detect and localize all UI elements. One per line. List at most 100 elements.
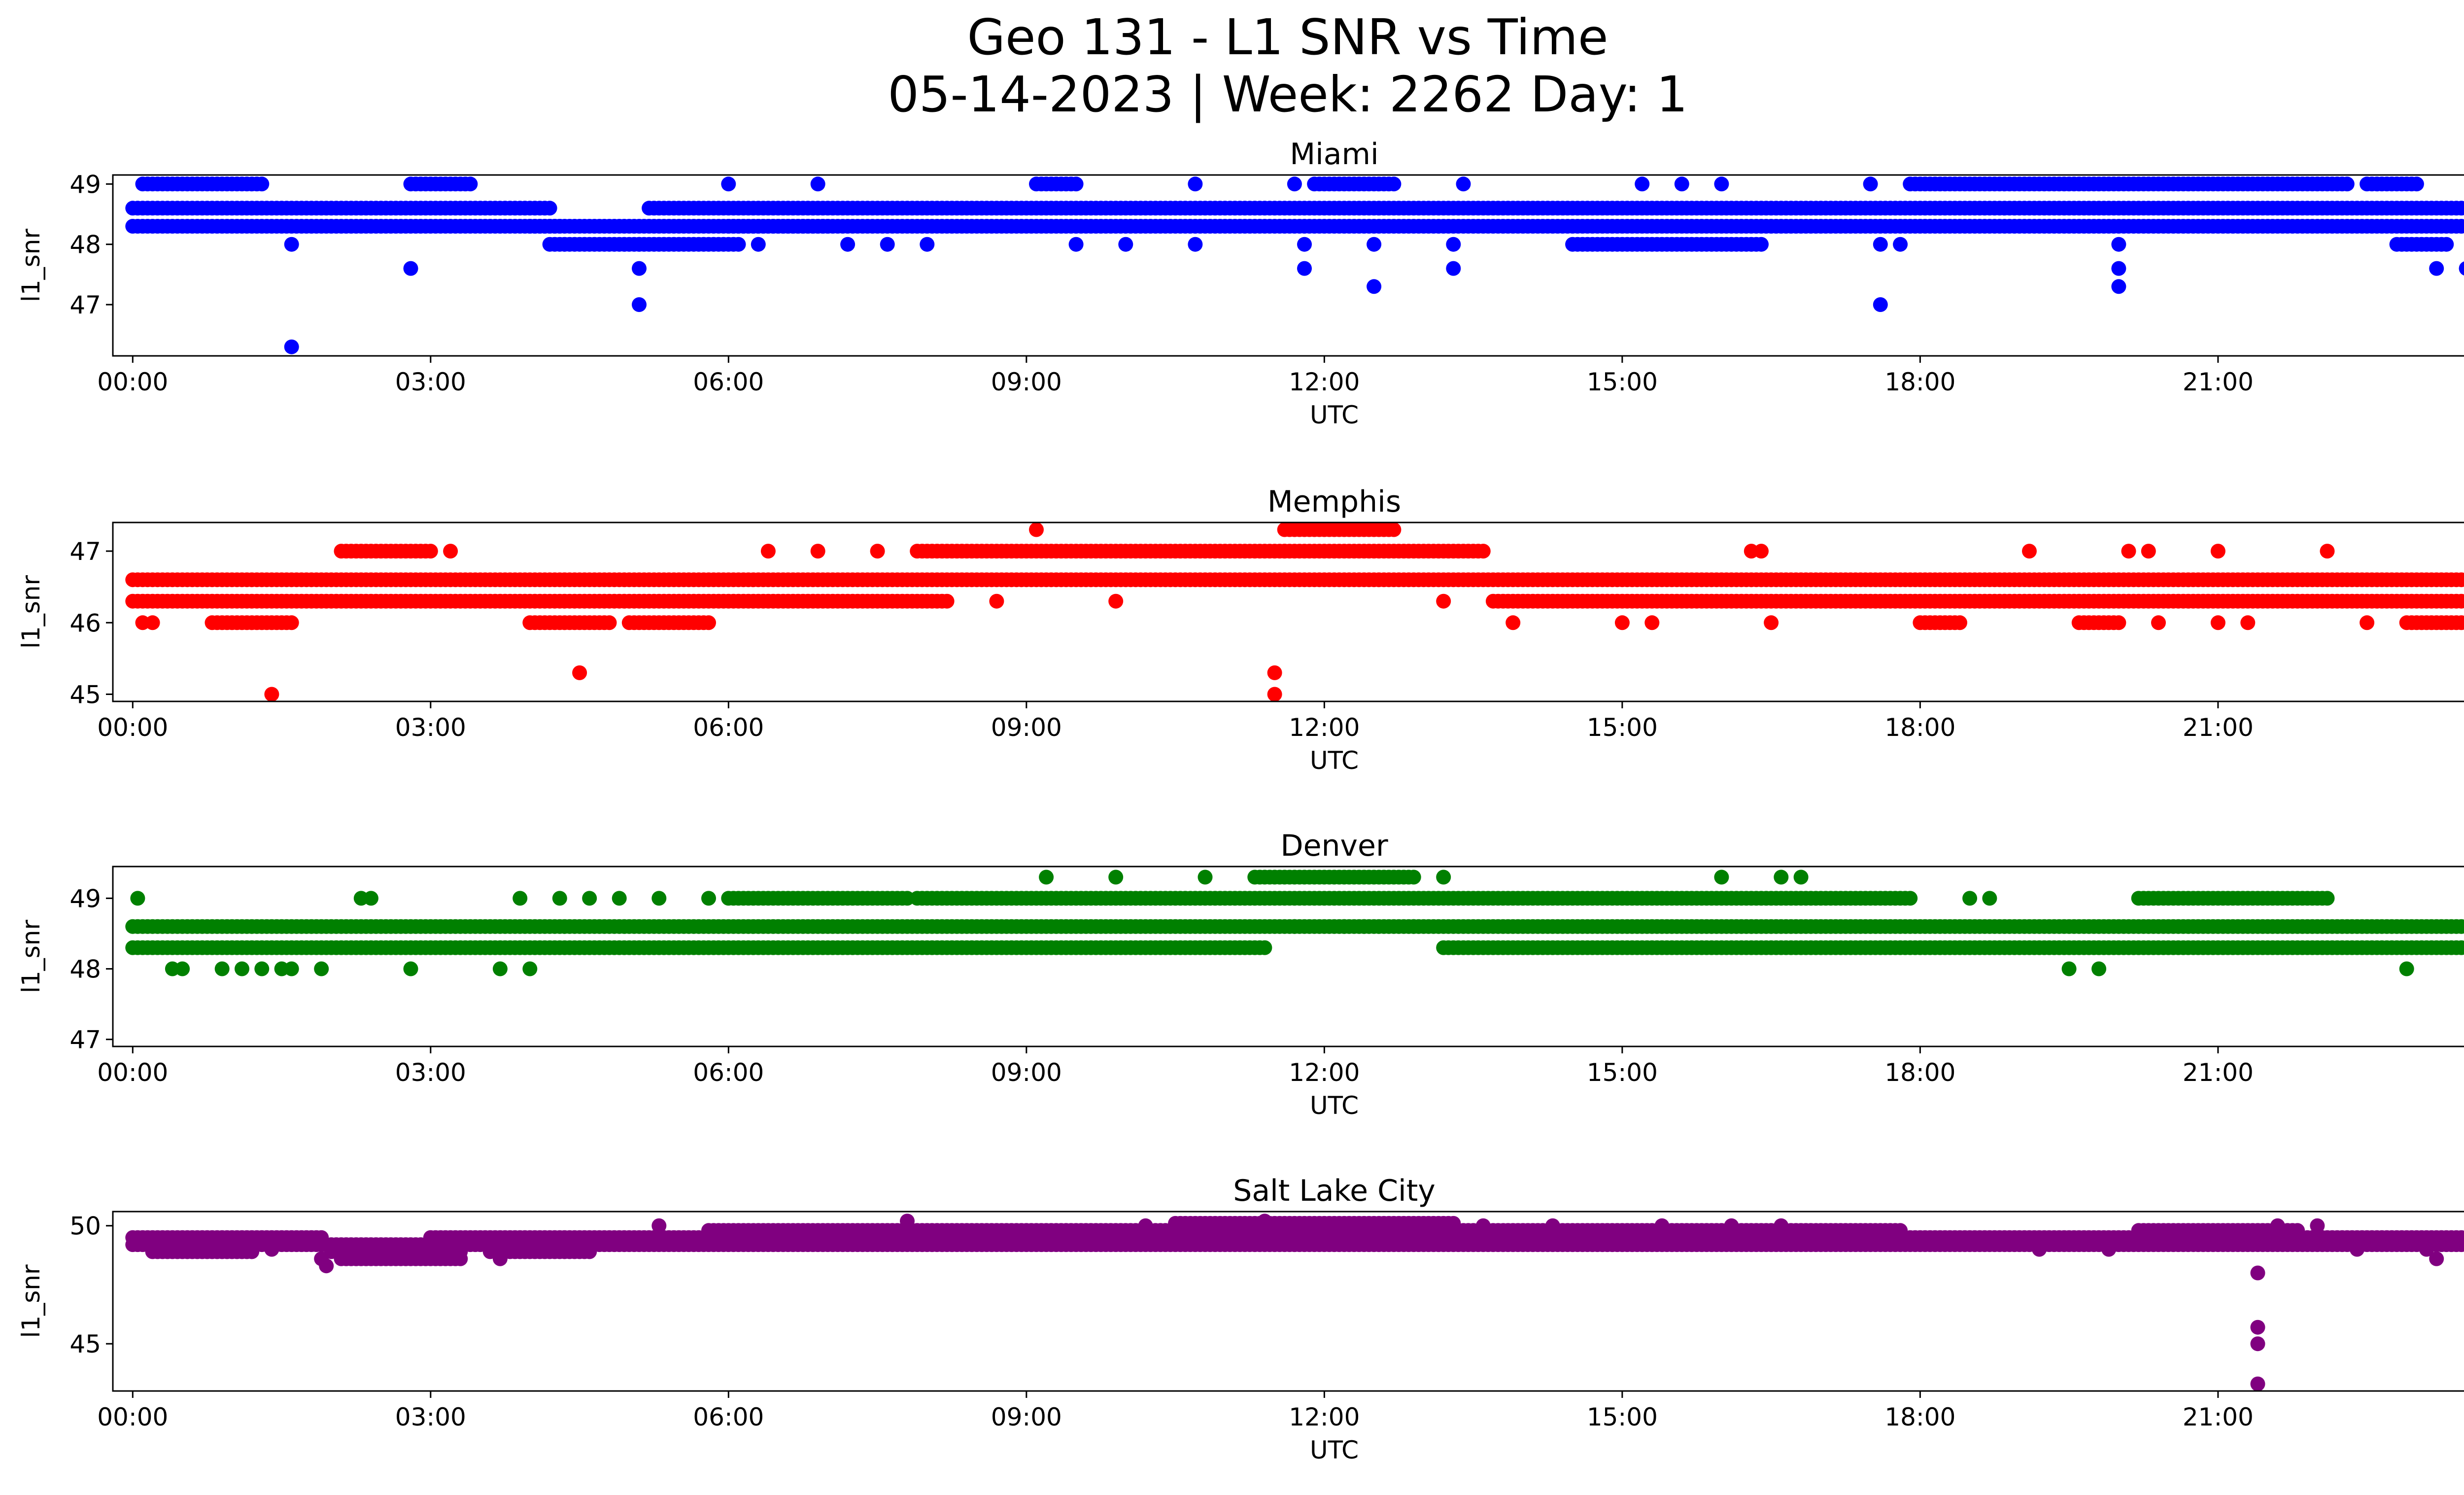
data-point xyxy=(1257,940,1272,955)
outlier-point xyxy=(175,961,190,976)
data-series xyxy=(125,176,2464,354)
x-axis-label: UTC xyxy=(1310,746,1359,775)
data-point xyxy=(1386,176,1402,192)
data-point xyxy=(2459,1237,2464,1252)
panel-salt-lake-city: 00:00 03:00 06:00 09:00 12:00 15:00 18:00 21:00… xyxy=(17,1174,2464,1464)
outlier-point xyxy=(840,237,856,252)
data-point xyxy=(1475,544,1491,559)
outlier-point xyxy=(1297,261,1312,276)
band-1 xyxy=(125,940,2464,955)
data-point xyxy=(542,201,557,216)
figure-title-block: Geo 131 - L1 SNR vs Time 05-14-2023 | We… xyxy=(0,9,2464,123)
outlier-point xyxy=(582,891,597,906)
outlier-point xyxy=(264,687,279,701)
data-point xyxy=(254,176,270,192)
outlier-point xyxy=(1506,615,1521,630)
outlier-point xyxy=(552,891,567,906)
outlier-point xyxy=(2459,261,2464,276)
data-point xyxy=(2459,201,2464,215)
panel-memphis: 00:00 03:00 06:00 09:00 12:00 15:00 18:00 21:00… xyxy=(17,485,2464,775)
outlier-point xyxy=(2320,544,2335,559)
outlier-point xyxy=(880,237,895,252)
outlier-point xyxy=(920,237,935,252)
outlier-point xyxy=(1108,869,1124,885)
band-3 xyxy=(334,1251,468,1266)
outlier-point xyxy=(284,237,299,252)
data-point xyxy=(939,593,955,609)
y-tick-label: 46 xyxy=(69,609,101,637)
x-tick-label: 18:00 xyxy=(1884,713,1955,742)
band-3 xyxy=(205,615,2464,630)
data-series xyxy=(125,522,2464,701)
outlier-point xyxy=(1714,176,1729,192)
data-point xyxy=(1386,522,1402,537)
x-tick-label: 00:00 xyxy=(97,713,168,742)
x-tick-label: 21:00 xyxy=(2183,713,2254,742)
outlier-point xyxy=(2210,615,2225,630)
data-point xyxy=(2459,572,2464,587)
data-point xyxy=(2459,919,2464,934)
outlier-point xyxy=(2111,261,2126,276)
outlier-point xyxy=(632,237,647,252)
outlier-point xyxy=(612,891,627,906)
x-tick-label: 03:00 xyxy=(395,1058,466,1087)
outlier-point xyxy=(492,961,508,976)
outlier-point xyxy=(1267,665,1282,680)
outlier-point xyxy=(522,961,538,976)
data-point xyxy=(284,615,299,630)
data-point xyxy=(453,1251,468,1266)
outlier-point xyxy=(314,961,329,976)
outlier-point xyxy=(1029,522,1044,537)
outlier-point xyxy=(1357,919,1371,934)
band-3 xyxy=(1247,869,1421,885)
y-tick-label: 47 xyxy=(69,291,101,319)
data-point xyxy=(2320,891,2335,906)
outlier-point xyxy=(572,665,587,680)
y-tick-label: 48 xyxy=(69,231,101,259)
panel-denver: 00:00 03:00 06:00 09:00 12:00 15:00 18:00 21:00… xyxy=(17,829,2464,1120)
outlier-point xyxy=(632,297,647,312)
outlier-point xyxy=(2022,544,2037,559)
outlier-point xyxy=(2151,615,2166,630)
outlier-point xyxy=(2141,544,2156,559)
panel-title: Memphis xyxy=(1267,485,1401,519)
x-tick-label: 00:00 xyxy=(97,368,168,396)
outlier-point xyxy=(363,891,378,906)
outlier-point xyxy=(1118,237,1133,252)
outlier-point xyxy=(701,891,716,906)
data-point xyxy=(2439,237,2454,252)
outlier-point xyxy=(235,961,249,976)
x-axis-label: UTC xyxy=(1310,401,1359,429)
x-tick-label: 21:00 xyxy=(2183,368,2254,396)
figure-title-line-1: Geo 131 - L1 SNR vs Time xyxy=(967,8,1608,66)
outlier-point xyxy=(1793,869,1809,885)
data-point xyxy=(2459,616,2464,630)
band-0 xyxy=(125,201,2464,216)
outlier-point xyxy=(870,544,885,559)
outlier-point xyxy=(1367,237,1382,252)
x-tick-label: 06:00 xyxy=(693,1058,764,1087)
outlier-point xyxy=(1287,176,1302,192)
x-tick-label: 18:00 xyxy=(1884,368,1955,396)
outlier-point xyxy=(1873,237,1888,252)
outlier-point xyxy=(1188,176,1203,192)
outlier-point xyxy=(751,237,766,252)
axes-frame xyxy=(112,522,2464,702)
outlier-point xyxy=(1336,919,1352,934)
outlier-point xyxy=(1863,176,1878,192)
band-2 xyxy=(542,237,2454,252)
x-tick-label: 15:00 xyxy=(1587,1058,1658,1087)
outlier-point xyxy=(721,176,736,192)
outlier-point xyxy=(651,891,667,906)
outlier-point xyxy=(284,339,299,354)
band-0 xyxy=(125,572,2464,588)
data-point xyxy=(2339,176,2355,192)
outlier-point xyxy=(1674,176,1689,192)
x-tick-label: 12:00 xyxy=(1289,368,1360,396)
outlier-point xyxy=(760,544,776,559)
outlier-point xyxy=(145,615,160,630)
data-point xyxy=(2409,176,2424,192)
x-tick-label: 12:00 xyxy=(1289,1058,1360,1087)
data-series xyxy=(125,1214,2464,1391)
x-tick-label: 03:00 xyxy=(395,368,466,396)
